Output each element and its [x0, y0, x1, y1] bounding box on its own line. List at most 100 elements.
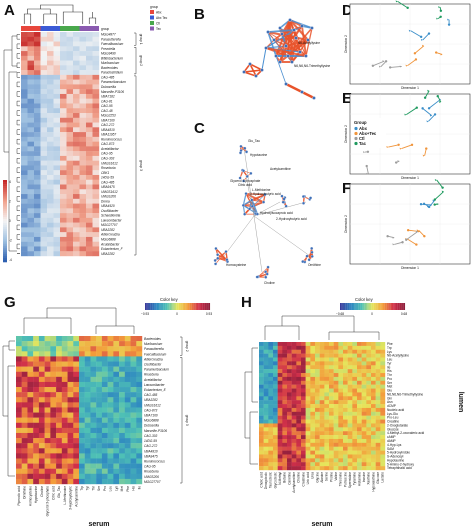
heatmap-cell: [21, 232, 28, 238]
heatmap-cell: [119, 397, 126, 403]
row-label-a: UBA11957: [101, 133, 116, 137]
heatmap-cell: [27, 51, 35, 57]
heatmap-cell: [315, 450, 320, 455]
heatmap-cell: [60, 132, 67, 138]
col-label-g: Glycerol 3-phosphate: [46, 486, 50, 517]
heatmap-cell: [38, 341, 45, 347]
heatmap-cell: [273, 462, 278, 467]
heatmap-cell: [86, 127, 93, 133]
col-label-g: Phe: [126, 486, 130, 492]
color-key-step: [382, 303, 385, 310]
heatmap-cell: [21, 98, 28, 104]
heatmap-cell: [301, 384, 306, 389]
heatmap-cell: [86, 84, 93, 90]
heatmap-cell: [371, 373, 376, 378]
col-label-h: Carnitine: [287, 472, 291, 485]
heatmap-cell: [66, 251, 74, 257]
heatmap-cell: [60, 113, 67, 118]
heatmap-cell: [347, 415, 353, 420]
heatmap-cell: [371, 450, 376, 455]
heatmap-cell: [124, 387, 131, 393]
heatmap-cell: [343, 349, 348, 354]
heatmap-cell: [34, 74, 41, 80]
heatmap-cell: [60, 55, 67, 61]
heatmap-cell: [347, 369, 353, 374]
heatmap-cell: [79, 371, 85, 378]
color-key-step: [340, 303, 342, 310]
row-label-g: CAG-303: [144, 434, 158, 438]
heatmap-cell: [27, 438, 34, 444]
heatmap-cell: [357, 446, 362, 451]
heatmap-cell: [53, 203, 61, 209]
heatmap-cell: [84, 473, 91, 480]
heatmap-cell: [53, 184, 61, 190]
heatmap-cell: [361, 431, 367, 436]
heatmap-cell: [44, 417, 51, 423]
col-label-g: Leu: [109, 486, 113, 492]
heatmap-cell: [305, 384, 311, 389]
arrow-head: [382, 60, 385, 63]
heatmap-cell: [79, 213, 87, 219]
heatmap-cell: [124, 458, 131, 464]
heatmap-cell: [84, 371, 91, 378]
heatmap-cell: [47, 113, 54, 118]
legend-swatch-def: [354, 136, 358, 141]
color-key-step: [197, 303, 199, 310]
heatmap-cell: [86, 217, 93, 223]
heatmap-cell: [310, 431, 316, 436]
network-node: [280, 194, 284, 198]
heatmap-cell: [329, 384, 334, 389]
heatmap-cell: [319, 435, 325, 440]
heatmap-cell: [38, 473, 45, 480]
heatmap-cell: [259, 442, 264, 447]
colorbar-step: [3, 186, 7, 189]
heatmap-cell: [73, 46, 80, 52]
heatmap-cell: [366, 446, 372, 451]
heatmap-cell: [380, 369, 386, 374]
heatmap-cell: [315, 407, 320, 413]
node-label-b: N6,N6,N6-Trimethyllysine: [294, 64, 330, 68]
heatmap-cell: [277, 411, 283, 416]
heatmap-cell: [315, 400, 320, 405]
heatmap-cell: [27, 98, 35, 104]
heatmap-cell: [16, 432, 22, 439]
color-key-step: [193, 303, 195, 310]
heatmap-cell: [333, 388, 339, 393]
heatmap-cell: [268, 349, 274, 354]
heatmap-cell: [34, 93, 41, 99]
heatmap-cell: [86, 79, 93, 85]
row-label-h: Ile: [387, 365, 391, 369]
heatmap-cell: [277, 384, 283, 389]
heatmap-cell: [60, 184, 67, 190]
heatmap-cell: [287, 462, 292, 467]
color-key-step: [202, 303, 204, 310]
heatmap-cell: [380, 361, 386, 366]
heatmap-cell: [291, 407, 297, 413]
heatmap-cell: [366, 384, 372, 389]
heatmap-cell: [366, 345, 372, 350]
panel-g: G Color key −0.93 0 0.93 Bacteroides Muribacu…: [0, 292, 237, 531]
network-node: [290, 60, 294, 64]
heatmap-cell: [296, 357, 302, 362]
heatmap-cell: [315, 404, 320, 409]
heatmap-cell: [60, 136, 67, 142]
heatmap-cell: [53, 170, 61, 176]
color-key-step: [373, 303, 376, 310]
node-label-c: Ornithine: [308, 263, 321, 267]
heatmap-cell: [47, 60, 54, 66]
row-label-g: Ruminococcus: [144, 459, 165, 463]
heatmap-cell: [375, 462, 381, 467]
heatmap-cell: [361, 361, 367, 366]
heatmap-cell: [79, 376, 85, 383]
heatmap-cell: [21, 136, 28, 142]
heatmap-cell: [357, 415, 362, 420]
heatmap-cell: [259, 407, 264, 413]
heatmap-cell: [296, 392, 302, 397]
heatmap-cell: [277, 342, 283, 347]
color-key-step: [156, 303, 159, 310]
heatmap-cell: [352, 365, 358, 370]
heatmap-cell: [53, 241, 61, 247]
heatmap-cell: [273, 392, 278, 397]
heatmap-cell: [371, 462, 376, 467]
heatmap-cell: [371, 435, 376, 440]
